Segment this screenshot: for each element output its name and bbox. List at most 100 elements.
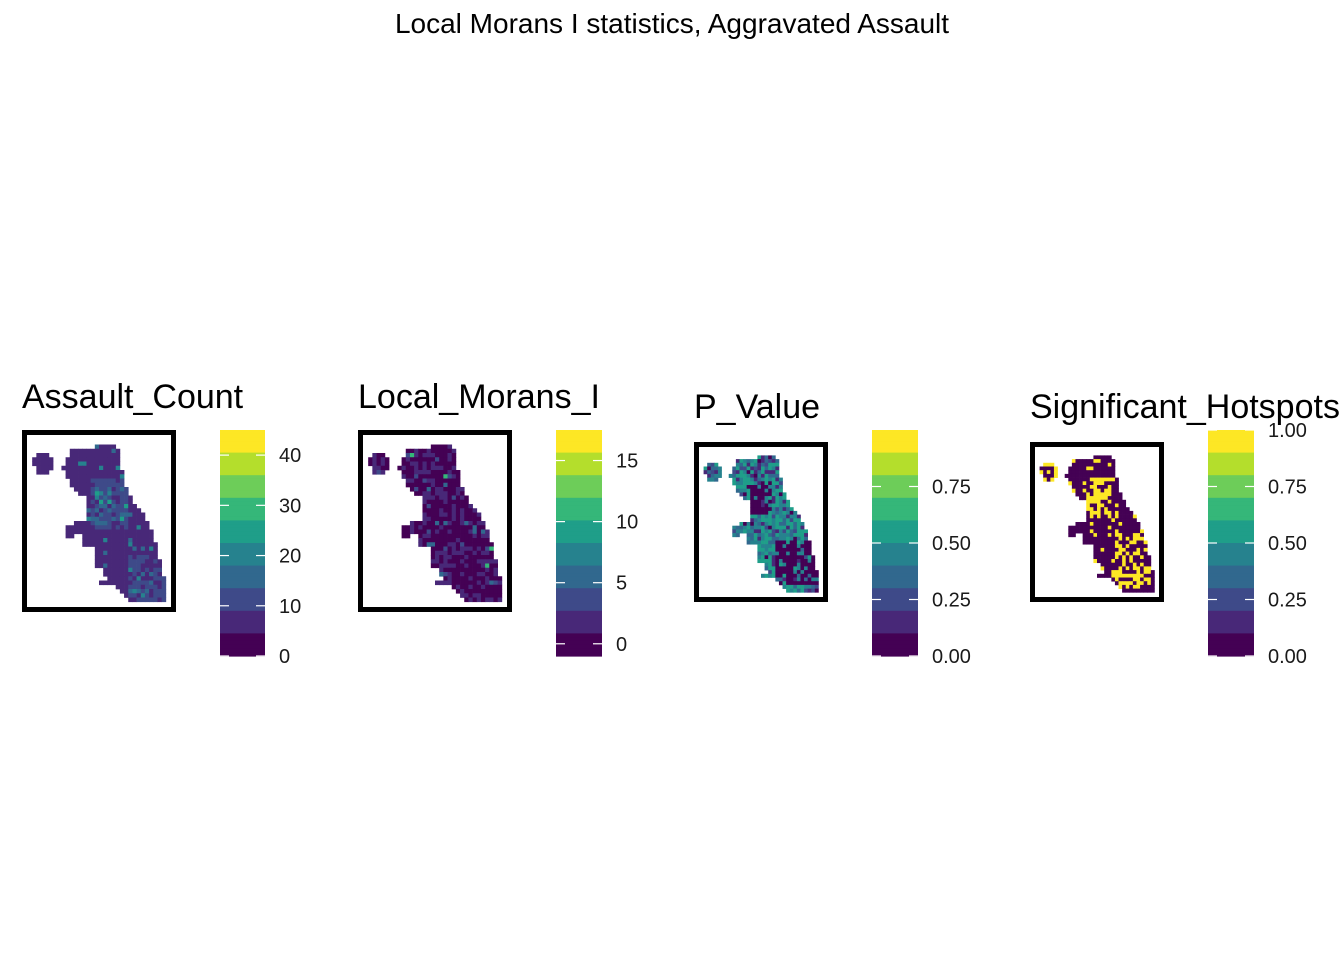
map-cell bbox=[1089, 496, 1094, 501]
map-cell bbox=[94, 465, 100, 471]
map-cell bbox=[775, 536, 780, 541]
map-cell bbox=[1071, 477, 1076, 482]
map-cell bbox=[1147, 555, 1152, 560]
map-cell bbox=[82, 465, 87, 471]
map-cell bbox=[430, 495, 436, 501]
map-cell bbox=[782, 507, 787, 512]
map-cell bbox=[804, 577, 808, 582]
map-cell bbox=[119, 538, 125, 543]
map-cell bbox=[464, 529, 469, 535]
map-cell bbox=[1114, 514, 1119, 519]
map-cell bbox=[418, 525, 423, 530]
map-cell bbox=[1111, 547, 1116, 552]
map-cell bbox=[426, 529, 432, 535]
legend-color-step bbox=[556, 565, 602, 570]
map-cell bbox=[455, 546, 461, 552]
map-cell bbox=[746, 540, 751, 545]
map-cell bbox=[472, 542, 478, 547]
map-cell bbox=[103, 444, 108, 450]
legend-color-step bbox=[872, 452, 918, 457]
map-cell bbox=[430, 533, 436, 539]
map-cell bbox=[447, 491, 453, 496]
map-cell bbox=[775, 573, 780, 578]
map-cell bbox=[1082, 485, 1087, 490]
map-cell bbox=[778, 518, 783, 523]
legend-color-step bbox=[220, 603, 265, 608]
map-cell bbox=[1147, 581, 1152, 586]
map-cell bbox=[1143, 559, 1148, 564]
map-cell bbox=[468, 525, 473, 530]
map-cell bbox=[1071, 481, 1076, 486]
map-cell bbox=[804, 529, 808, 534]
map-cell bbox=[1075, 485, 1080, 490]
map-cell bbox=[376, 461, 382, 467]
map-cell bbox=[771, 455, 776, 460]
legend-color-step bbox=[220, 543, 265, 548]
map-cell bbox=[90, 533, 96, 539]
map-cell bbox=[451, 550, 457, 556]
legend-color-step bbox=[1208, 497, 1254, 503]
map-cell bbox=[1079, 529, 1083, 534]
map-cell bbox=[78, 487, 83, 492]
map-cell bbox=[804, 570, 808, 575]
map-cell bbox=[1132, 588, 1137, 593]
map-cell bbox=[761, 466, 765, 471]
map-cell bbox=[128, 512, 133, 518]
map-cell bbox=[94, 521, 100, 526]
map-cell bbox=[775, 485, 780, 490]
map-cell bbox=[447, 516, 453, 522]
legend-color-step bbox=[872, 490, 918, 495]
map-cell bbox=[768, 522, 773, 527]
map-cell bbox=[1097, 559, 1101, 564]
map-cell bbox=[1107, 544, 1112, 549]
map-cell bbox=[132, 521, 137, 526]
map-cell bbox=[1136, 577, 1141, 582]
map-cell bbox=[119, 542, 125, 547]
map-cell bbox=[739, 473, 744, 478]
legend-color-step bbox=[220, 501, 265, 506]
map-cell bbox=[90, 499, 96, 505]
map-cell bbox=[735, 525, 740, 530]
map-cell bbox=[764, 555, 769, 560]
map-cell bbox=[136, 589, 142, 594]
legend-tick-label: 0.75 bbox=[1268, 477, 1307, 499]
map-cell bbox=[103, 529, 108, 535]
map-cell bbox=[460, 487, 465, 492]
map-cell bbox=[418, 457, 423, 462]
map-cell bbox=[1129, 514, 1134, 519]
legend-color-step bbox=[872, 497, 918, 503]
map-cell bbox=[464, 538, 469, 543]
map-cell bbox=[94, 555, 100, 560]
map-cell bbox=[443, 516, 448, 522]
map-cell bbox=[1114, 525, 1119, 530]
map-cell bbox=[128, 533, 133, 539]
map-cell bbox=[153, 542, 158, 547]
map-cell bbox=[1122, 518, 1127, 523]
map-cell bbox=[447, 555, 453, 560]
legend-color-step bbox=[220, 595, 265, 601]
map-cell bbox=[115, 448, 121, 454]
map-cell bbox=[107, 499, 112, 505]
map-cell bbox=[435, 504, 440, 509]
legend-color-step bbox=[1208, 565, 1254, 570]
map-cell bbox=[78, 529, 83, 535]
map-cell bbox=[86, 512, 91, 518]
map-cell bbox=[430, 529, 436, 535]
map-cell bbox=[1086, 477, 1091, 482]
map-cell bbox=[1140, 555, 1144, 560]
map-cell bbox=[73, 521, 79, 526]
legend-tick-label: 0.25 bbox=[932, 590, 971, 612]
map-cell bbox=[1114, 499, 1119, 504]
map-cell bbox=[743, 492, 747, 497]
map-cell bbox=[789, 562, 794, 567]
map-cell bbox=[735, 470, 740, 475]
map-cell bbox=[778, 525, 783, 530]
legend-color-step bbox=[872, 445, 918, 450]
map-cell bbox=[136, 521, 142, 526]
map-cell bbox=[814, 581, 819, 586]
map-cell bbox=[778, 540, 783, 545]
map-cell bbox=[743, 525, 747, 530]
map-cell bbox=[73, 478, 79, 484]
map-cell bbox=[468, 521, 473, 526]
